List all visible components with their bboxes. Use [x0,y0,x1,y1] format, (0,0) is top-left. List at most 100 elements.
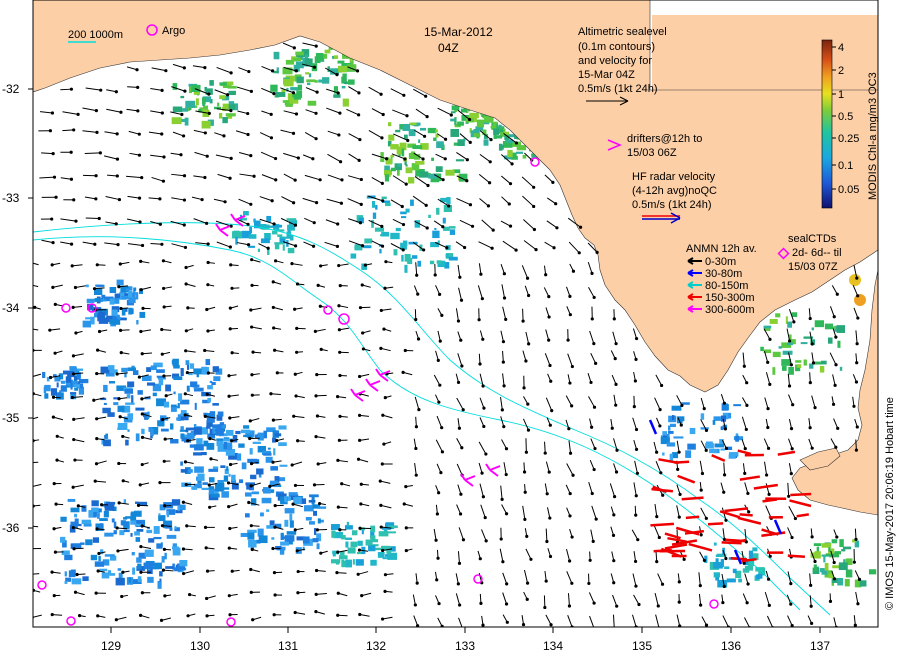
velocity-vector [830,550,835,563]
chl-patch [157,580,162,589]
velocity-vector [193,129,206,134]
velocity-vector [291,263,303,266]
velocity-vector-head [200,197,204,202]
velocity-vector [522,195,535,207]
alt-arrow-head [619,96,629,106]
chl-patch [432,230,440,239]
velocity-vector [216,241,231,248]
velocity-vector-head [72,128,76,132]
chl-patch [355,559,364,566]
velocity-vector [261,65,273,72]
velocity-vector-head [339,201,344,205]
velocity-vector [72,264,83,267]
velocity-vector [481,219,494,231]
chl-patch [260,512,264,517]
chl-patch [173,391,176,395]
chl-patch [673,436,684,439]
chl-patch [136,529,144,532]
velocity-vector [185,350,196,353]
velocity-vector [433,220,444,228]
velocity-vector-head [570,535,574,539]
chl-patch [712,420,716,425]
velocity-vector [270,393,281,395]
chl-patch [733,404,742,407]
velocity-vector-head [659,471,663,475]
drifter-arrow [365,378,381,392]
chl-patch [175,509,183,514]
velocity-vector-head [383,589,387,593]
velocity-vector-head [514,248,518,252]
chl-patch [158,515,166,522]
velocity-vector [303,241,314,247]
anmn-current-arrow [724,507,749,513]
velocity-vector [216,66,232,74]
velocity-vector-head [52,175,57,179]
velocity-vector [269,483,281,487]
chl-patch [493,135,503,139]
velocity-vector-head [828,599,833,604]
velocity-vector-head [438,292,442,296]
velocity-vector-head [160,352,164,356]
chl-patch [153,536,162,540]
anmn-current-arrow [725,538,746,543]
chl-patch [431,157,435,161]
chl-patch [755,567,765,572]
velocity-vector-head [699,533,703,537]
velocity-vector [544,241,555,249]
velocity-vector-head [226,481,231,485]
chl-patch [113,521,117,529]
chl-patch [245,430,255,438]
velocity-vector [481,529,487,542]
velocity-vector [633,594,640,605]
chl-patch [831,539,838,544]
chl-patch [760,346,764,352]
chl-patch [147,411,150,419]
chl-patch [217,443,228,452]
chl-patch [304,505,314,512]
chl-patch [786,342,794,346]
velocity-vector [283,173,296,181]
velocity-vector-head [379,525,383,529]
chl-patch [813,564,817,572]
chl-patch [393,249,398,256]
colorbar-tick-label: 0.05 [838,184,859,196]
chl-patch [68,570,76,578]
chl-patch [66,385,70,388]
chl-patch [209,98,213,104]
velocity-vector [126,66,138,71]
velocity-vector-head [522,470,527,474]
hf-line-2: 0.5m/s (1kt 24h) [632,199,711,211]
velocity-vector-head [223,200,227,204]
chl-patch [455,159,465,162]
velocity-vector-head [566,338,570,342]
chl-patch [324,49,331,54]
velocity-vector-head [834,445,838,449]
velocity-vector-head [380,181,384,186]
chl-patch [193,427,202,435]
chl-patch [213,106,222,110]
velocity-vector [655,550,658,562]
chl-patch [820,568,825,573]
velocity-vector [39,111,53,114]
velocity-vector-head [184,349,188,353]
velocity-vector-head [205,569,210,573]
chl-patch [161,556,165,563]
velocity-vector-head [51,152,55,156]
chl-patch [504,155,512,160]
velocity-vector-head [403,157,407,161]
chl-patch [150,428,154,437]
velocity-vector [347,198,362,205]
velocity-vector [502,592,508,605]
colorbar-tick-label: 1 [838,89,844,101]
chl-patch [281,89,286,93]
chl-patch [125,288,130,291]
anmn-current-arrow [664,532,681,540]
chl-patch [428,173,438,179]
velocity-vector [855,591,859,604]
velocity-vector-head [463,245,467,250]
velocity-vector-head [75,572,79,577]
velocity-vector-head [250,258,254,262]
alt-line-1: (0.1m contours) [578,41,655,53]
chl-patch [445,253,454,259]
velocity-vector-head [416,624,420,627]
